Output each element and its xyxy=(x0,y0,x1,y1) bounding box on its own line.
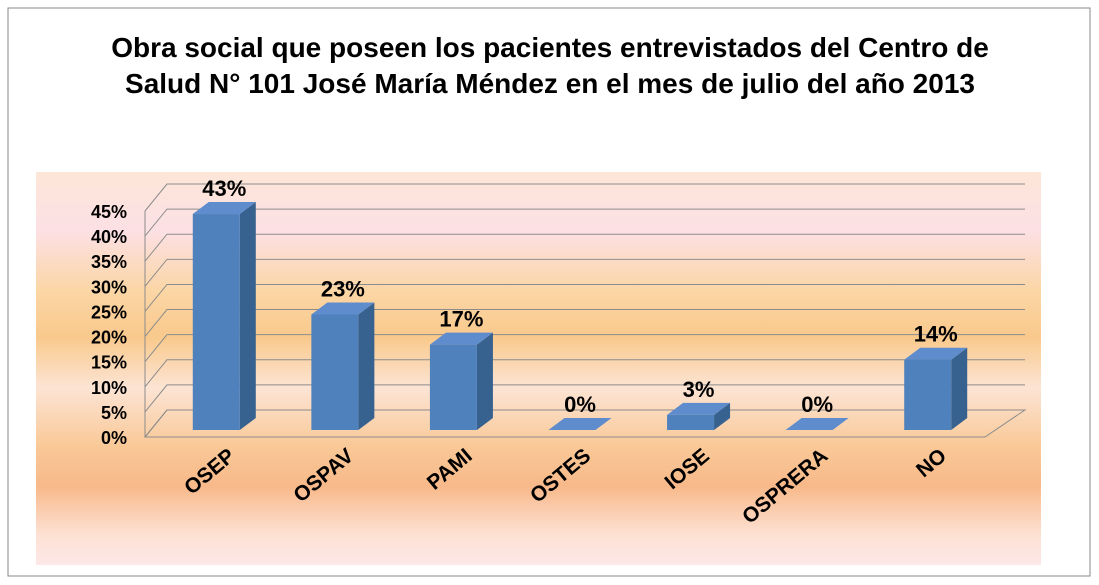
grid-line xyxy=(144,384,1025,413)
bar-top xyxy=(548,418,612,430)
value-label: 0% xyxy=(801,392,833,417)
value-label: 17% xyxy=(439,307,483,332)
y-tick-label: 20% xyxy=(91,328,127,348)
bar xyxy=(904,359,952,430)
grid-line xyxy=(144,309,1025,337)
bar-top xyxy=(311,302,375,315)
bar-top xyxy=(667,402,731,415)
value-label: 0% xyxy=(564,392,596,417)
bar-side xyxy=(358,302,375,430)
bar xyxy=(667,414,715,430)
value-label: 3% xyxy=(683,377,715,402)
bar-side xyxy=(714,402,731,430)
grid-line xyxy=(144,233,1025,262)
grid-line xyxy=(144,334,1025,362)
y-tick-label: 5% xyxy=(101,403,127,423)
bar-side xyxy=(239,202,256,430)
bar-side xyxy=(476,332,493,430)
y-tick-label: 40% xyxy=(91,227,127,247)
y-tick-label: 35% xyxy=(91,252,127,272)
y-tick-label: 30% xyxy=(91,277,127,297)
bar-top xyxy=(785,418,849,430)
y-tick-label: 15% xyxy=(91,353,127,373)
value-label: 43% xyxy=(202,176,246,201)
y-tick-label: 10% xyxy=(91,378,127,398)
bar-top xyxy=(904,347,968,360)
bar xyxy=(192,214,240,430)
grid-line xyxy=(144,359,1025,388)
grid-line xyxy=(144,409,1025,438)
grid-line xyxy=(144,183,1025,212)
grid-line xyxy=(144,258,1025,287)
y-tick-label: 25% xyxy=(91,302,127,322)
y-tick-label: 45% xyxy=(91,202,127,222)
grid-line xyxy=(144,208,1025,237)
chart-title: Obra social que poseen los pacientes ent… xyxy=(111,32,989,99)
bar xyxy=(429,344,477,430)
value-label: 23% xyxy=(321,276,365,301)
bar xyxy=(311,314,359,430)
grid-line xyxy=(144,283,1025,312)
bar-top xyxy=(192,202,256,215)
y-tick-label: 0% xyxy=(101,428,127,448)
bar-side xyxy=(951,347,968,430)
bar-top xyxy=(429,332,493,345)
value-label: 14% xyxy=(914,322,958,347)
